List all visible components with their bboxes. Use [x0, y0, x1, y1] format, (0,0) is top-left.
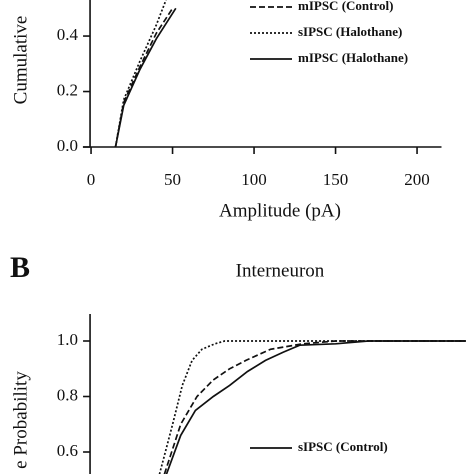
y-axis-label: Cumulative [10, 16, 31, 105]
panel-a: 0.0 0.2 0.4 0 50 100 150 200 Amplitude (pA) Cumul… [10, 0, 442, 221]
curve [163, 340, 466, 474]
curve [158, 340, 466, 474]
curve [165, 340, 466, 474]
panel-label: B [10, 251, 30, 284]
x-tick-label: 100 [241, 170, 267, 189]
legend-label: sIPSC (Halothane) [298, 24, 402, 39]
legend-label: sIPSC (Control) [298, 439, 388, 454]
x-tick-label: 50 [164, 170, 181, 189]
curve [114, 0, 167, 148]
x-axis-label: Amplitude (pA) [219, 200, 341, 221]
y-tick-label: 0.0 [57, 136, 78, 155]
y-tick-label: 0.8 [57, 385, 78, 404]
y-tick-label: 0.6 [57, 441, 78, 460]
legend-label: mIPSC (Halothane) [298, 50, 408, 65]
x-tick-label: 200 [404, 170, 430, 189]
y-tick-label: 0.2 [57, 80, 78, 99]
x-tick-label: 150 [323, 170, 349, 189]
y-axis-label: e Probability [10, 371, 31, 469]
y-tick-label: 1.0 [57, 330, 78, 349]
y-tick-label: 0.4 [57, 25, 79, 44]
curve [114, 7, 177, 148]
curve [114, 7, 174, 148]
panel-b: 0.6 0.8 1.0 e Probability B Interneuron sIPSC … [10, 251, 466, 474]
legend-label: mIPSC (Control) [298, 0, 393, 13]
chart-title: Interneuron [236, 260, 325, 281]
x-tick-label: 0 [87, 170, 96, 189]
